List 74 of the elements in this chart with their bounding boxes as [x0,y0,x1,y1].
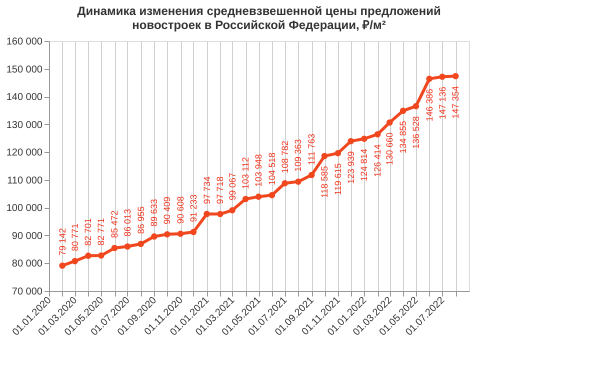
point [321,152,328,160]
point [59,262,66,269]
data-label: 80 771 [70,224,80,252]
point [400,108,406,114]
point [85,252,92,259]
text: новостроек в Российской Федерации, ₽/м² [132,18,386,32]
y-tick-label: 110 000 [7,175,43,186]
data-label: 108 782 [280,140,290,174]
point [177,230,184,237]
data-label: 79 142 [57,228,68,256]
data-label: 130 660 [384,132,395,166]
point [151,233,158,240]
point [308,172,315,178]
data-label: 124 814 [359,148,370,182]
data-label: 118 585 [320,166,330,198]
point [282,180,288,186]
data-label: 119 615 [332,163,343,196]
data-label: 86 013 [122,208,132,237]
data-label: 109 363 [293,139,304,172]
data-label: 99 067 [227,172,238,200]
point [229,207,236,214]
y-tick-label: 70 000 [12,286,43,298]
y-tick-label: 140 000 [6,92,43,104]
data-label: 104 518 [266,152,277,186]
y-tick-label: 90 000 [12,230,43,242]
point [439,74,446,80]
point [204,210,210,218]
y-tick-label: 100 000 [6,203,43,214]
point [412,103,420,110]
text: Динамика изменения средневзвешенной цены предложений [77,4,441,18]
data-label: 123 939 [346,151,356,184]
point [348,138,354,144]
point [111,244,118,252]
point [98,252,104,259]
y-tick-label: 160 000 [6,36,43,48]
point [452,72,459,80]
data-label: 126 414 [372,144,383,177]
data-label: 134 855 [398,120,408,154]
y-tick-label: 150 000 [6,64,43,76]
point [361,136,368,142]
point [334,150,342,156]
data-label: 89 633 [149,198,160,226]
data-label: 91 233 [188,194,198,222]
point [72,258,78,264]
data-label: 147 354 [450,86,461,119]
point [242,196,249,202]
point [124,243,131,250]
point [386,119,393,126]
y-tick-label: 130 000 [6,120,43,131]
data-label: 85 472 [110,210,120,238]
data-label: 82 771 [96,218,106,246]
data-label: 82 701 [83,218,94,246]
data-label: 103 112 [240,157,251,190]
data-label: 147 136 [437,86,448,120]
point [426,76,432,82]
data-label: 90 409 [162,196,172,224]
y-tick-label: 120 000 [6,148,43,159]
data-label: 103 948 [254,154,264,187]
point [295,178,302,185]
point [138,240,144,248]
point [190,228,197,236]
data-label: 111 763 [306,134,317,165]
data-label: 146 386 [424,88,434,122]
y-tick-label: 80 000 [12,258,43,270]
point [164,231,170,238]
data-label: 97 734 [202,176,212,204]
data-label: 86 955 [136,206,146,234]
point [374,131,381,138]
data-label: 97 718 [215,176,226,204]
point [255,194,262,200]
data-label: 90 608 [176,196,186,224]
point [268,192,276,198]
data-label: 136 528 [410,116,421,149]
point [217,210,224,218]
